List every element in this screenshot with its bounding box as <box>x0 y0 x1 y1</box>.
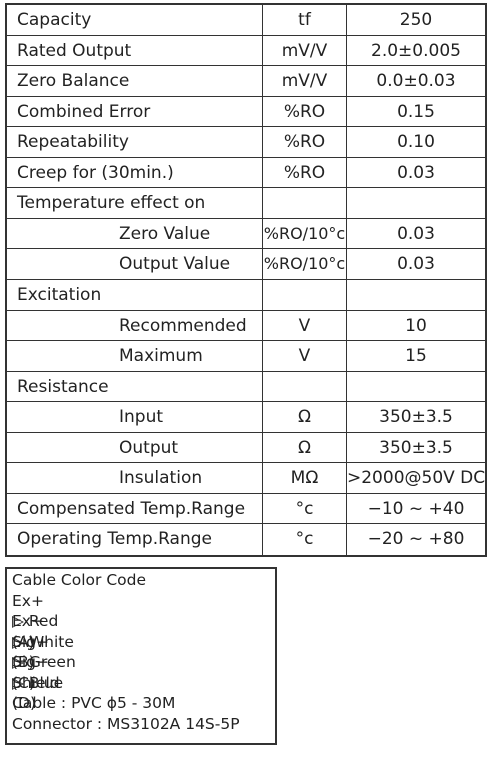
cell-unit: %RO <box>263 157 347 189</box>
empty-cell <box>263 280 347 311</box>
empty-cell <box>263 188 347 219</box>
cell-label: Zero Balance <box>7 66 263 97</box>
cell-value: >2000@50V DC <box>347 463 485 494</box>
cell-unit: tf <box>263 5 347 36</box>
cell-label: Resistance <box>7 371 263 403</box>
cell-label: Zero Value <box>7 218 263 250</box>
legend-row: Ex− ▷ White (B) <box>12 611 275 671</box>
cell-label: Recommended <box>7 310 263 342</box>
wire-code: (A) <box>12 632 35 651</box>
cell-label: Output Value <box>7 249 263 280</box>
wire-color: ▷ Green <box>12 653 76 671</box>
cell-unit: mV/V <box>263 35 347 67</box>
cell-value: −10 ~ +40 <box>347 494 485 525</box>
cell-value: 0.03 <box>347 158 485 189</box>
empty-cell <box>347 188 485 219</box>
cell-label: Insulation <box>7 463 263 494</box>
spec-table: Capacity tf 250 Rated Output mV/V 2.0±0.005 Ze… <box>5 3 487 557</box>
cell-label: Repeatability <box>7 127 263 158</box>
cell-value: 0.03 <box>347 249 485 280</box>
cell-label: Input <box>7 402 263 433</box>
cell-value: 350±3.5 <box>347 402 485 433</box>
legend-row: Cable Color Code <box>12 570 275 591</box>
cell-label: Combined Error <box>7 96 263 128</box>
legend-row: Cable : PVC ϕ5 - 30M <box>12 693 275 714</box>
cell-label: Capacity <box>7 5 263 36</box>
cell-value: 250 <box>347 5 485 36</box>
cell-unit: %RO/10°c <box>263 218 347 250</box>
wire-pin: Ex+ <box>12 591 44 610</box>
cell-unit: MΩ <box>263 463 347 494</box>
cell-unit: V <box>263 310 347 342</box>
cell-label: Excitation <box>7 280 263 311</box>
cell-value: 0.15 <box>347 97 485 128</box>
cable-legend: Cable Color Code Ex+ ▷ Red (A) Ex− ▷ White (B)… <box>5 567 277 745</box>
cell-unit: °c <box>263 493 347 525</box>
cell-unit: %RO/10°c <box>263 249 347 280</box>
legend-row: Ex+ ▷ Red (A) <box>12 591 275 651</box>
cell-label: Compensated Temp.Range <box>7 493 263 525</box>
cell-label: Output <box>7 432 263 464</box>
empty-cell <box>347 372 485 403</box>
legend-row: Sig+ ▷ Green (C) <box>12 632 275 692</box>
cell-label: Temperature effect on <box>7 188 263 219</box>
cell-unit: Ω <box>263 432 347 464</box>
wire-code: (D) <box>12 694 37 712</box>
empty-cell <box>263 371 347 403</box>
cell-unit: %RO <box>263 96 347 128</box>
wire-pin: Shield <box>12 673 60 692</box>
legend-row: Connector : MS3102A 14S-5P <box>12 714 275 735</box>
wire-code: (C) <box>12 673 35 692</box>
legend-note: Cable : PVC ϕ5 - 30M <box>12 694 176 712</box>
cell-value: 15 <box>347 341 485 372</box>
cell-label: Operating Temp.Range <box>7 524 263 555</box>
cell-unit: mV/V <box>263 66 347 97</box>
cell-label: Rated Output <box>7 35 263 67</box>
cell-label: Maximum <box>7 341 263 372</box>
wire-pin: Sig− <box>12 653 49 671</box>
legend-row: Shield <box>12 673 275 694</box>
wire-color: ▷ Red <box>12 612 59 630</box>
cell-value: 350±3.5 <box>347 433 485 464</box>
wire-color: ▷ White <box>12 632 74 651</box>
cell-label: Creep for (30min.) <box>7 157 263 189</box>
cell-value: 0.03 <box>347 219 485 250</box>
cell-unit: V <box>263 341 347 372</box>
wire-pin: Sig+ <box>12 632 49 651</box>
cell-value: −20 ~ +80 <box>367 529 465 550</box>
wire-color: ▷ Blue <box>12 673 64 692</box>
wire-code: (B) <box>12 653 35 671</box>
cell-unit: %RO <box>263 127 347 158</box>
cell-unit: Ω <box>263 402 347 433</box>
cell-value: 2.0±0.005 <box>347 36 485 67</box>
cell-value: 0.0±0.03 <box>347 66 485 97</box>
cell-value: 10 <box>347 311 485 342</box>
legend-title: Cable Color Code <box>12 571 147 589</box>
cell-value: 0.10 <box>347 127 485 158</box>
legend-row: Sig− ▷ Blue (D) <box>12 652 275 712</box>
cell-unit: °c <box>263 524 347 555</box>
legend-note: Connector : MS3102A 14S-5P <box>12 714 240 733</box>
empty-cell <box>347 280 485 311</box>
wire-pin: Ex− <box>12 612 44 630</box>
